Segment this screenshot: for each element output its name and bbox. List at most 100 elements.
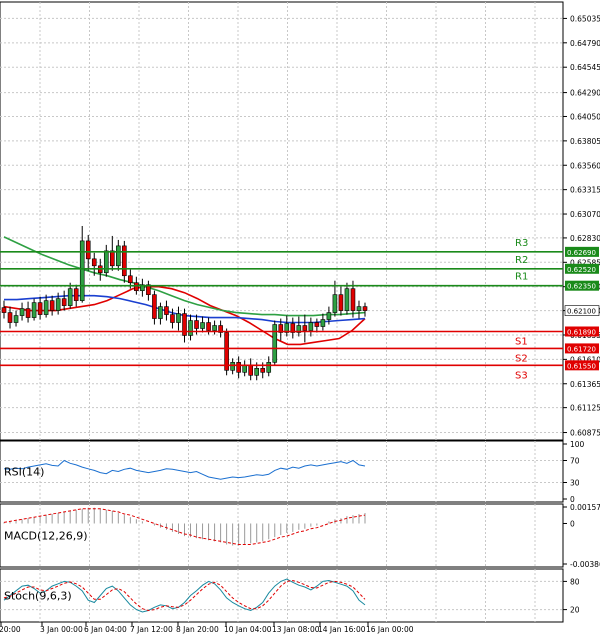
candle-body [170, 314, 175, 323]
candle-body [122, 245, 127, 277]
price-tick-label: 0.64790 [570, 39, 600, 48]
candle-body [206, 322, 211, 331]
indicator-tick-label: 0 [570, 519, 575, 528]
price-tick-label: 0.65035 [570, 14, 600, 23]
level-price-tag [565, 263, 599, 274]
candle-body [43, 300, 49, 315]
candle-body [19, 308, 25, 316]
candle-body [272, 324, 278, 363]
candle-body [362, 306, 368, 311]
candle-body [110, 250, 115, 267]
level-price-label: 0.62350 [567, 283, 596, 291]
indicator-label: Stoch(9,6,3) [4, 590, 72, 603]
time-tick-label: 8 Jan 20:00 [176, 625, 219, 634]
candle-body [356, 306, 362, 311]
candle-body [302, 325, 308, 331]
rsi-line [3, 459, 366, 480]
candle-body [266, 362, 272, 373]
candle-body [128, 275, 133, 284]
price-tick-label: 0.63805 [570, 137, 600, 146]
candle-body [236, 362, 241, 373]
candle-body [308, 322, 314, 331]
level-price-label: 0.62690 [567, 249, 596, 257]
candle-body [1, 307, 7, 313]
candle-body [164, 306, 169, 315]
price-tick-label: 0.63315 [570, 186, 600, 195]
price-panel: 0.65035 0.64790 0.64545 0.64290 0.64050 0.638… [0, 1, 600, 441]
indicator-tick-label: 20 [570, 606, 580, 615]
price-tick-label: 0.64545 [570, 63, 600, 72]
indicator-frame [0, 440, 564, 503]
candle-body [13, 315, 19, 323]
indicator-tick-label: 0 [570, 495, 575, 504]
indicator-tick-label: 30 [570, 479, 580, 488]
candle-body [290, 323, 296, 333]
candle-body [73, 288, 79, 301]
candle-body [230, 362, 235, 371]
candle-body [314, 322, 320, 327]
indicator-tick-label: -0.00386 [570, 560, 600, 569]
indicator-label: RSI(14) [4, 466, 44, 479]
price-tick-label: 0.63560 [570, 161, 600, 170]
candle-body [140, 284, 145, 291]
candle-body [103, 250, 109, 274]
time-axis: 20:00 3 Jan 00:00 6 Jan 04:00 7 Jan 12:00 8 … [0, 622, 414, 634]
candle-body [194, 320, 199, 329]
level-price-label: 0.62520 [567, 266, 596, 274]
candle-body [278, 324, 284, 333]
current-price-label: 0.62100 [567, 308, 596, 316]
time-tick-label: 13 Jan 08:00 [272, 625, 320, 634]
level-price-tag [565, 246, 599, 257]
price-tick-label: 0.62585 [570, 258, 600, 267]
level-price-label: 0.61550 [567, 362, 596, 370]
price-tick-label: 0.64290 [570, 89, 600, 98]
candle-body [350, 288, 356, 311]
indicator-tick-label: 70 [570, 457, 580, 466]
candle-body [344, 288, 350, 311]
price-panel-frame [0, 1, 564, 441]
time-tick-label: 16 Jan 00:00 [366, 625, 414, 634]
candle-body [146, 284, 151, 295]
candle-body [248, 365, 253, 376]
level-name-r1: R1 [515, 272, 528, 283]
level-price-tag [565, 360, 599, 371]
level-price-tag [565, 326, 599, 337]
candle-body [254, 368, 259, 376]
candle-body [55, 298, 61, 311]
level-name-s2: S2 [515, 353, 528, 364]
candle-body [152, 294, 157, 319]
candle-body [218, 325, 223, 333]
price-tick-label: 0.63070 [570, 210, 600, 219]
indicator-tick-label: 100 [570, 440, 585, 449]
level-name-s1: S1 [515, 336, 528, 347]
indicator-label: MACD(12,26,9) [4, 530, 88, 543]
price-tick-label: 0.62830 [570, 234, 600, 243]
price-tick-label: 0.61610 [570, 355, 600, 364]
time-tick-label: 3 Jan 00:00 [40, 625, 83, 634]
candle-body [260, 368, 266, 373]
level-price-tag [565, 280, 599, 291]
time-tick-label: 14 Jan 16:00 [318, 625, 366, 634]
candle-body [61, 298, 67, 306]
candle-body [49, 300, 55, 311]
candle-body [134, 282, 139, 291]
macd-panel: 0.00157 0 -0.00386 MACD(12,26,9) [0, 503, 600, 569]
candle-body [31, 302, 37, 318]
indicator-tick-label: 80 [570, 577, 580, 586]
candle-body [296, 325, 302, 333]
time-tick-label: 6 Jan 04:00 [84, 625, 127, 634]
candle-body [79, 240, 85, 301]
candle-body [37, 302, 43, 315]
candle-body [242, 365, 247, 373]
price-tick-label: 0.61365 [570, 380, 600, 389]
candle-body [182, 313, 187, 336]
indicator-frame [0, 568, 564, 623]
macd-signal-line [3, 508, 366, 545]
level-name-s3: S3 [515, 370, 528, 381]
candle-body [7, 312, 13, 323]
level-name-r2: R2 [515, 255, 528, 266]
candle-body [320, 319, 326, 327]
candle-body [284, 323, 290, 333]
level-price-label: 0.61890 [567, 328, 596, 336]
